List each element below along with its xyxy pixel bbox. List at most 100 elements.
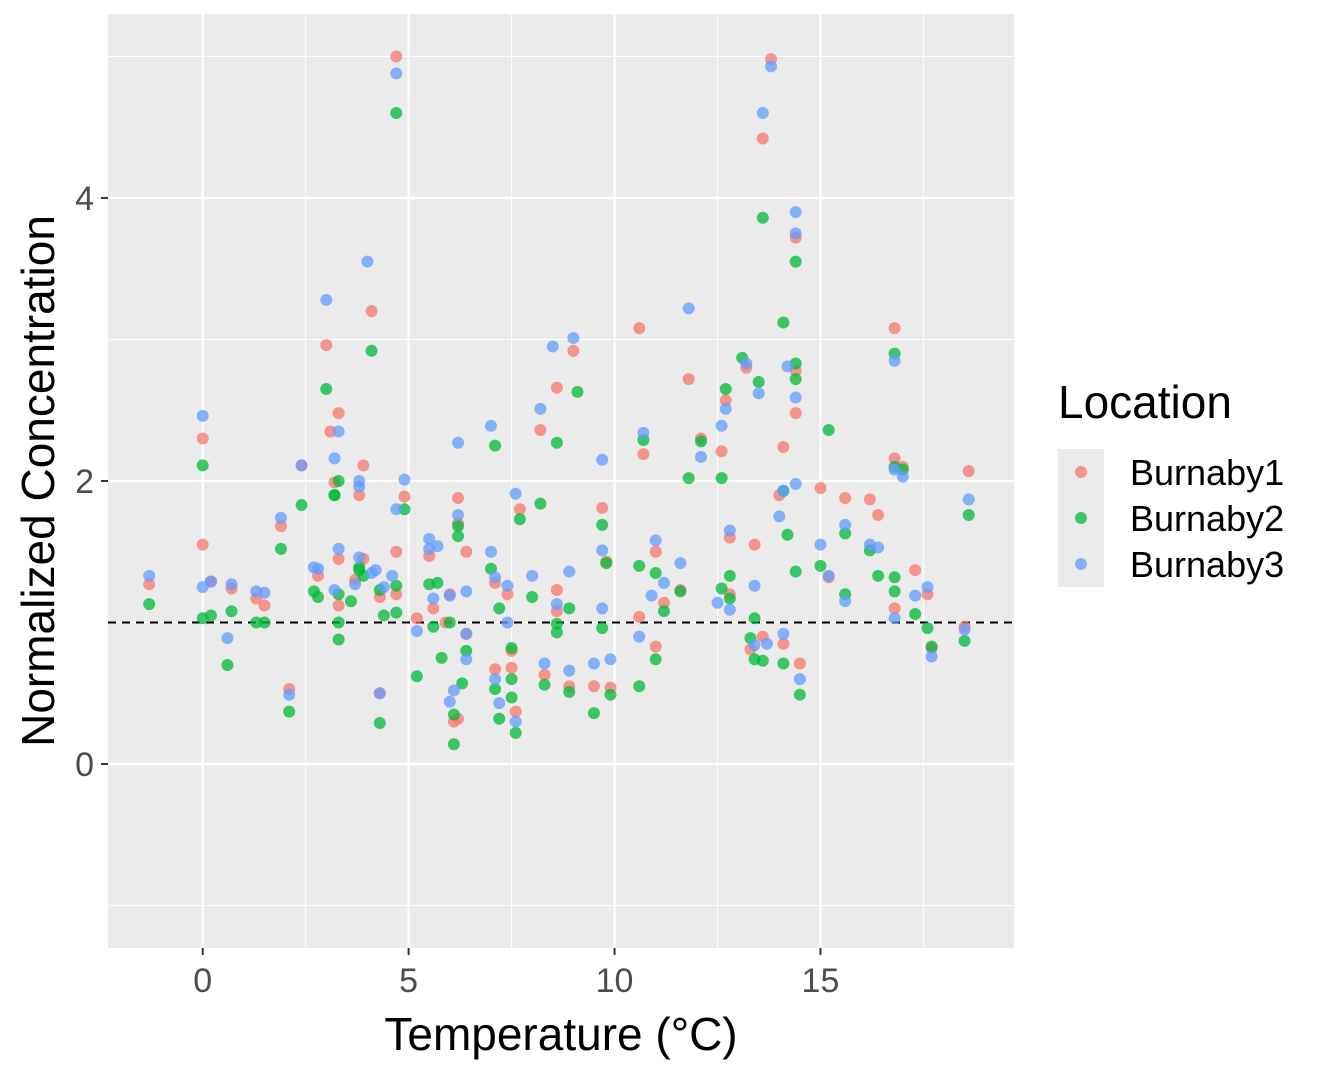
data-point [563,602,576,615]
data-point [443,695,456,708]
data-point [695,450,708,463]
data-point [962,508,975,521]
data-point [839,527,852,540]
data-point [427,620,440,633]
data-point [538,668,551,681]
data-point [909,608,922,621]
data-point [332,425,345,438]
data-point [633,630,646,643]
data-point [452,436,465,449]
data-point [452,520,465,533]
x-tick-label: 5 [399,962,418,1000]
data-point [789,255,802,268]
data-point [196,432,209,445]
data-point [888,452,901,465]
data-point [872,508,885,521]
data-point [719,394,732,407]
data-point [925,650,938,663]
y-tick-label: 2 [75,463,94,501]
legend: Location Burnaby1 Burnaby2 Burnaby3 [1058,376,1284,587]
data-point [221,658,234,671]
data-point [888,602,901,615]
data-point [715,472,728,485]
data-point [274,511,287,524]
data-point [793,673,806,686]
data-point [390,545,403,558]
data-point [295,499,308,512]
data-point [872,541,885,554]
data-point [793,688,806,701]
data-point [509,487,522,500]
data-point [373,716,386,729]
data-point [633,559,646,572]
data-point [204,609,217,622]
data-point [460,627,473,640]
data-point [789,373,802,386]
data-point [921,581,934,594]
y-tick-label: 4 [75,180,94,218]
data-point [361,255,374,268]
data-point [756,132,769,145]
data-point [460,653,473,666]
data-point [398,490,411,503]
data-point [604,688,617,701]
data-point [390,50,403,63]
data-point [460,585,473,598]
data-point [752,387,765,400]
legend-key-burnaby2 [1075,512,1087,524]
data-point [328,489,341,502]
data-point [538,657,551,670]
data-point [427,592,440,605]
data-point [538,678,551,691]
data-point [410,670,423,683]
y-tick-label: 0 [75,746,94,784]
data-point [633,610,646,623]
data-point [596,453,609,466]
data-point [143,578,156,591]
data-point [777,316,790,329]
data-point [501,616,514,629]
data-point [822,569,835,582]
data-point [526,569,539,582]
data-point [674,585,687,598]
data-point [896,470,909,483]
data-point [484,419,497,432]
data-point [386,569,399,582]
data-point [489,663,502,676]
data-point [489,683,502,696]
data-point [839,491,852,504]
data-point [682,472,695,485]
data-point [872,569,885,582]
data-point [962,465,975,478]
legend-title: Location [1058,376,1232,428]
data-point [377,609,390,622]
data-point [332,552,345,565]
data-point [777,627,790,640]
x-axis-ticks: 0 5 10 15 [193,948,839,1000]
data-point [390,579,403,592]
data-point [274,520,287,533]
data-point [447,708,460,721]
data-point [484,545,497,558]
data-point [888,322,901,335]
x-axis-title: Temperature (°C) [384,1008,737,1060]
data-point [715,582,728,595]
data-point [789,477,802,490]
data-point [777,484,790,497]
data-point [390,67,403,80]
data-point [357,459,370,472]
data-point [332,542,345,555]
data-point [962,493,975,506]
data-point [435,651,448,664]
data-point [332,599,345,612]
data-point [258,616,271,629]
data-point [550,598,563,611]
x-tick-label: 15 [802,962,840,1000]
data-point [196,538,209,551]
data-point [332,475,345,487]
data-point [723,524,736,537]
data-point [657,576,670,589]
data-point [723,569,736,582]
data-point [567,332,580,345]
data-point [328,583,341,596]
